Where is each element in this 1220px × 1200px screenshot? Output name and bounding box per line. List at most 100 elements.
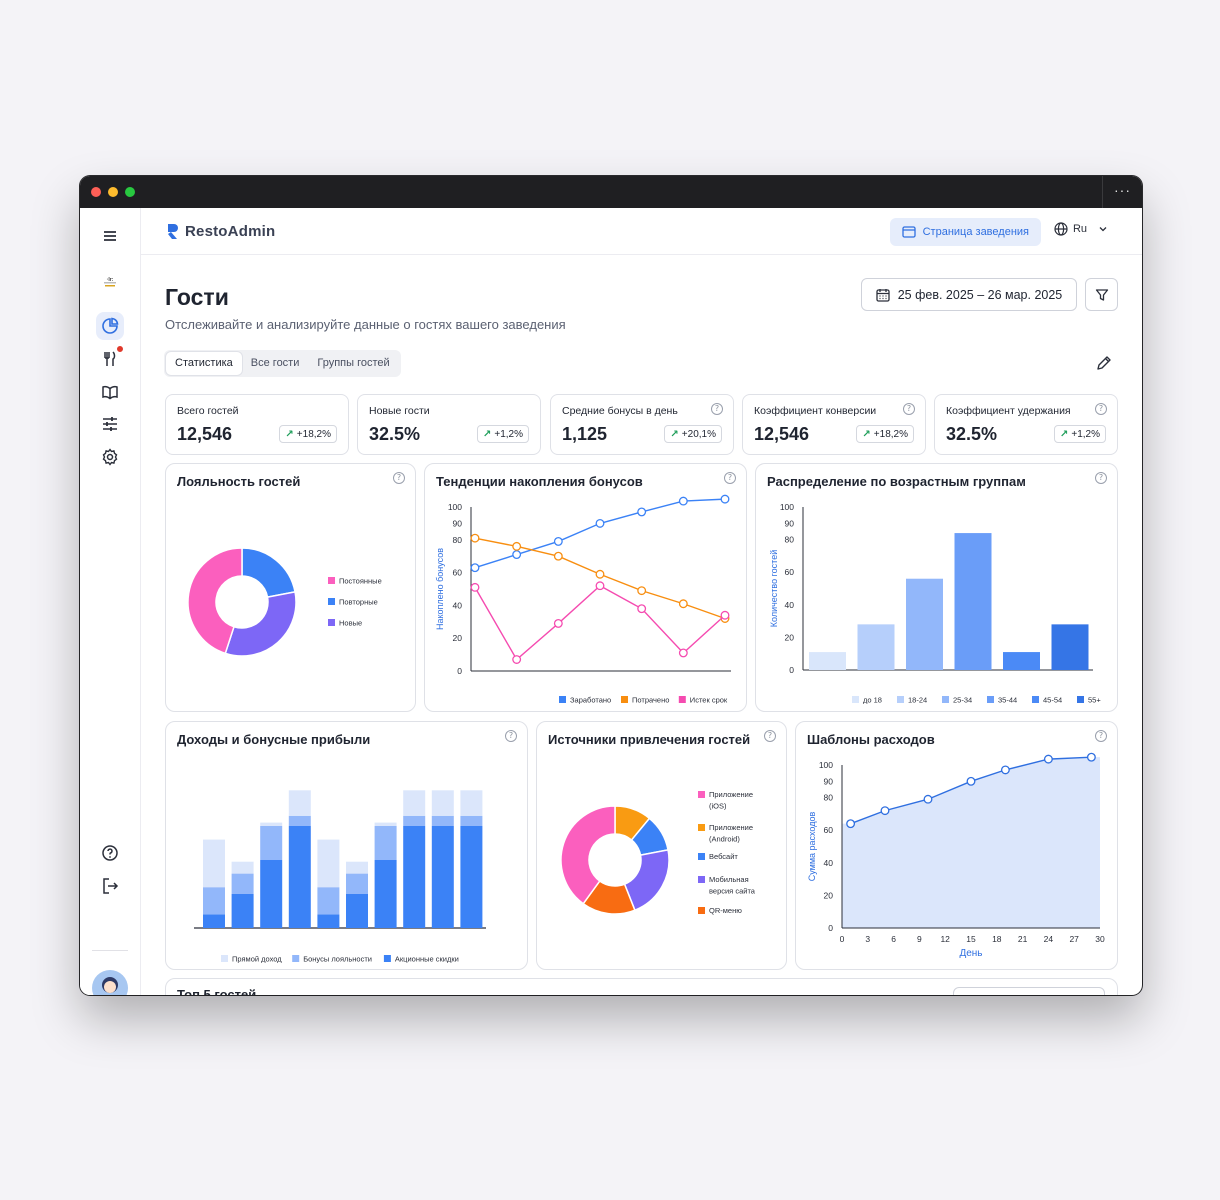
trend-up-icon: ↗ [862, 428, 871, 440]
restaurant-logo[interactable]: ·lr: [96, 268, 124, 296]
page-title: Гости [165, 284, 229, 310]
legend-swatch [897, 696, 904, 703]
brand[interactable]: RestoAdmin [165, 222, 275, 240]
help-icon[interactable]: ? [393, 472, 405, 484]
kpi-change-value: +1,2% [1071, 428, 1100, 440]
data-point [678, 496, 688, 506]
income-stacked-bar-chart: Прямой доход Бонусы лояльности Акционные с… [194, 790, 486, 964]
kpi-change: ↗ +1,2% [476, 425, 529, 443]
data-point [1043, 754, 1053, 764]
y-axis-label: Накоплено бонусов [435, 548, 445, 630]
y-tick-label: 40 [824, 858, 834, 868]
help-icon[interactable]: ? [1095, 403, 1107, 415]
kpi-change-value: +1,2% [494, 428, 523, 440]
kpi-label: Новые гости [369, 405, 430, 417]
menu-dishes-icon[interactable] [96, 345, 124, 373]
edit-icon[interactable] [1095, 354, 1113, 372]
more-icon[interactable]: ··· [1102, 176, 1142, 208]
bar [809, 652, 846, 670]
sliders-icon[interactable] [96, 410, 124, 438]
legend-label: 25-34 [953, 696, 972, 705]
top5-selector[interactable] [953, 987, 1105, 995]
data-point [637, 604, 647, 614]
help-icon[interactable]: ? [724, 472, 736, 484]
x-tick-label: 3 [865, 934, 870, 944]
logout-icon[interactable] [96, 872, 124, 900]
bar-segment [260, 822, 283, 826]
x-tick-label: 6 [891, 934, 896, 944]
settings-icon[interactable] [96, 443, 124, 471]
tab-statistics[interactable]: Статистика [166, 352, 242, 375]
help-icon[interactable] [96, 839, 124, 867]
bar-segment [431, 826, 454, 928]
bar-segment [317, 839, 340, 888]
legend-label: QR-меню [709, 906, 742, 915]
help-icon[interactable]: ? [903, 403, 915, 415]
bar [954, 533, 992, 670]
bar [1003, 652, 1040, 670]
help-icon[interactable]: ? [1095, 730, 1107, 742]
legend-swatch [987, 696, 994, 703]
minimize-window-button[interactable] [108, 187, 118, 197]
bar-segment [317, 914, 340, 928]
kpi-change: ↗ +1,2% [1053, 425, 1106, 443]
bar-segment [374, 860, 397, 928]
filter-button[interactable] [1085, 278, 1118, 311]
pie-slice [560, 805, 616, 905]
venue-page-button[interactable]: Страница заведения [889, 218, 1041, 246]
legend-label: Прямой доход [232, 955, 282, 964]
bonus-trends-card: Тенденции накопления бонусов ? 0 20 40 60 80… [424, 463, 747, 712]
data-point [553, 551, 563, 561]
help-icon[interactable]: ? [1095, 472, 1107, 484]
legend-swatch [1077, 696, 1084, 703]
tab-all-guests[interactable]: Все гости [250, 357, 300, 369]
legend-label: Новые [339, 619, 362, 628]
filter-icon [1095, 288, 1108, 301]
y-tick-label: 100 [780, 502, 794, 512]
y-tick-label: 90 [453, 518, 463, 528]
bar-segment [403, 790, 426, 816]
menu-icon[interactable] [96, 222, 124, 250]
kpi-value: 32.5% [369, 424, 421, 444]
data-point [720, 494, 730, 504]
legend-label: Повторные [339, 598, 378, 607]
card-title: Топ 5 гостей [177, 987, 257, 995]
statistics-icon[interactable] [96, 312, 124, 340]
kpi-change-value: +18,2% [873, 428, 908, 440]
legend-swatch [621, 696, 628, 703]
legend-swatch [698, 791, 705, 798]
sources-donut-chart: Приложение (iOS) Приложение (Android) Вебсай… [560, 790, 756, 915]
series-line [474, 498, 726, 569]
help-icon[interactable]: ? [505, 730, 517, 742]
income-card: Доходы и бонусные прибыли ? Прямой доход… [165, 721, 528, 970]
avatar[interactable] [92, 970, 128, 995]
legend-label: Приложение [709, 790, 753, 799]
bar-segment [203, 839, 225, 888]
legend-swatch [942, 696, 949, 703]
kpi-card-new-guests: Новые гости 32.5% ↗ +1,2% [357, 394, 541, 455]
pie-slice [187, 547, 243, 655]
y-axis-label: Сумма расходов [807, 812, 817, 882]
bar-segment [346, 873, 368, 894]
bar-segment [374, 826, 397, 860]
help-icon[interactable]: ? [711, 403, 723, 415]
maximize-window-button[interactable] [125, 187, 135, 197]
book-icon[interactable] [96, 378, 124, 406]
kpi-card-total-guests: Всего гостей 12,546 ↗ +18,2% [165, 394, 349, 455]
calendar-icon [876, 288, 890, 302]
close-window-button[interactable] [91, 187, 101, 197]
language-selector[interactable]: Ru [1054, 222, 1108, 236]
bar-segment [203, 887, 225, 915]
pie-slice [224, 591, 297, 657]
help-icon[interactable]: ? [764, 730, 776, 742]
tab-guest-groups[interactable]: Группы гостей [317, 357, 390, 369]
age-bar-chart: 0 20 40 60 80 90 100 Количество гостей до 18 18-2… [769, 502, 1101, 705]
x-tick-label: 9 [917, 934, 922, 944]
bar-segment [374, 822, 397, 826]
legend-swatch [698, 853, 705, 860]
y-tick-label: 90 [824, 776, 834, 786]
legend-label: (Android) [709, 835, 740, 844]
y-tick-label: 80 [824, 793, 834, 803]
date-range-picker[interactable]: 25 фев. 2025 – 26 мар. 2025 [861, 278, 1077, 311]
